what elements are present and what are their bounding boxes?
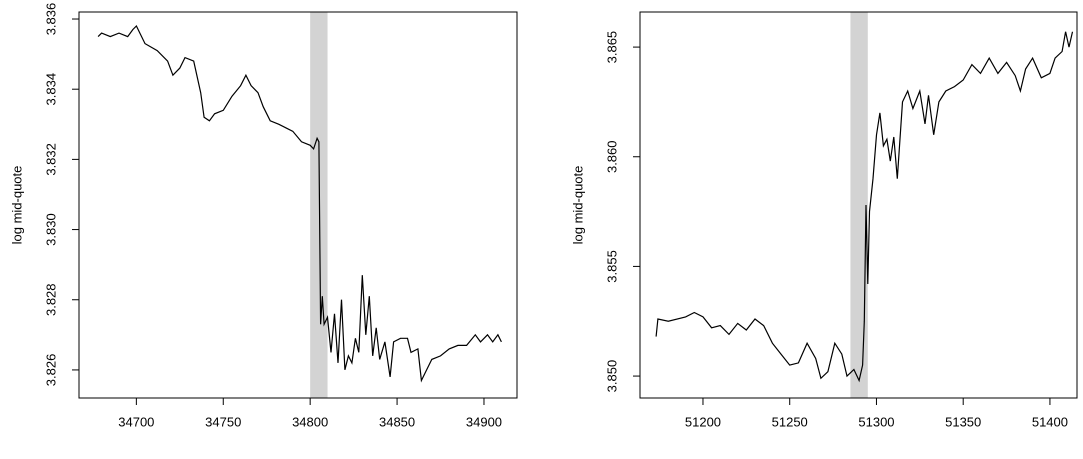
y-tick-label: 3.860 bbox=[604, 140, 619, 173]
x-tick-label: 34900 bbox=[466, 414, 502, 429]
y-tick-label: 3.830 bbox=[43, 213, 58, 246]
x-tick-label: 51200 bbox=[685, 414, 721, 429]
y-tick-label: 3.828 bbox=[43, 283, 58, 316]
x-tick-label: 51250 bbox=[772, 414, 808, 429]
y-tick-label: 3.834 bbox=[43, 73, 58, 106]
plot-frame bbox=[78, 11, 518, 399]
y-tick-label: 3.855 bbox=[604, 250, 619, 283]
y-tick-label: 3.836 bbox=[43, 3, 58, 36]
x-tick-label: 34850 bbox=[379, 414, 415, 429]
highlight-band bbox=[850, 12, 868, 398]
x-tick-label: 34700 bbox=[118, 414, 154, 429]
x-tick-label: 34800 bbox=[292, 414, 328, 429]
highlight-band bbox=[310, 12, 328, 398]
y-tick-label: 3.850 bbox=[604, 360, 619, 393]
y-tick-label: 3.832 bbox=[43, 143, 58, 176]
y-tick-label: 3.865 bbox=[604, 31, 619, 64]
x-tick-label: 51400 bbox=[1032, 414, 1068, 429]
price-line bbox=[655, 31, 1074, 383]
price-line bbox=[97, 24, 502, 383]
y-axis-label: log mid-quote bbox=[570, 166, 585, 245]
y-axis-label: log mid-quote bbox=[9, 166, 24, 245]
x-tick-label: 51300 bbox=[858, 414, 894, 429]
y-tick-label: 3.826 bbox=[43, 354, 58, 387]
x-tick-label: 34750 bbox=[205, 414, 241, 429]
x-tick-label: 51350 bbox=[945, 414, 981, 429]
